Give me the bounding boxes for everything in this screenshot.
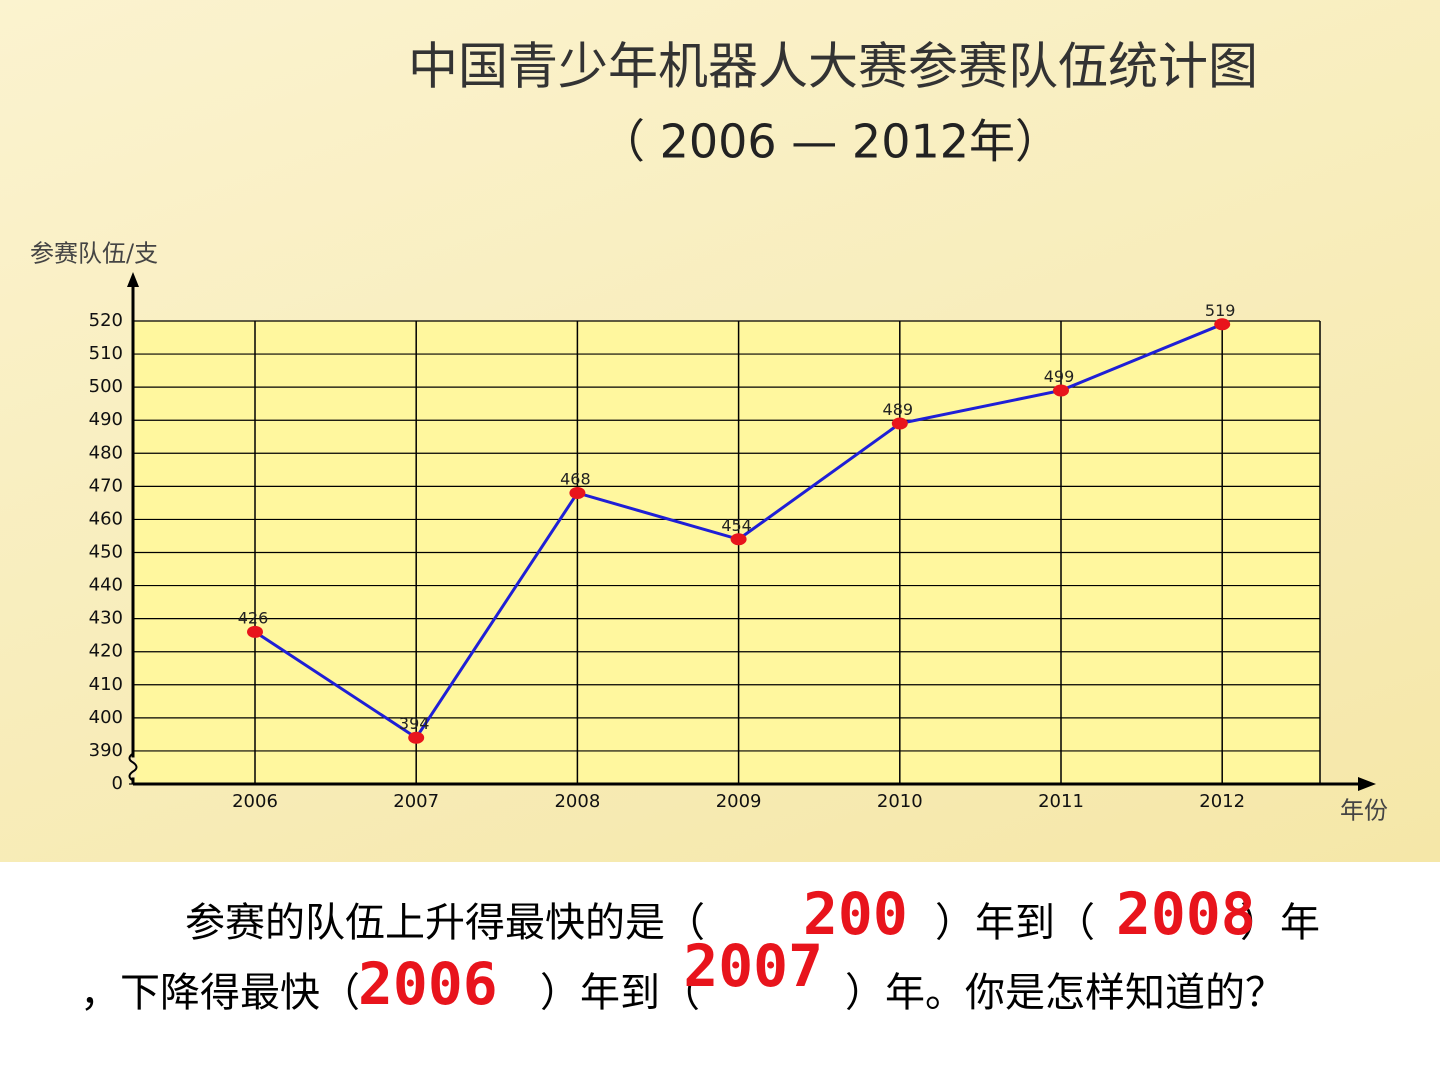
y-tick-label: 480 <box>89 442 123 463</box>
data-label: 489 <box>883 400 914 419</box>
x-tick-label: 2012 <box>1199 791 1245 812</box>
answer: 200 <box>803 880 908 948</box>
x-tick-label: 2010 <box>877 791 923 812</box>
answer: 2008 <box>1116 880 1256 948</box>
x-tick-label: 2009 <box>716 791 762 812</box>
y-tick-label: 400 <box>89 707 123 728</box>
y-tick-label: 420 <box>89 641 123 662</box>
chart-title: 中国青少年机器人大赛参赛队伍统计图 <box>408 38 1258 96</box>
answer: 2006 <box>358 950 498 1018</box>
y-axis-arrow <box>127 272 139 287</box>
x-tick-label: 2008 <box>554 791 600 812</box>
axis-break <box>128 752 138 782</box>
y-tick-label: 450 <box>89 542 123 563</box>
question-text: ）年 <box>1240 900 1320 946</box>
data-point <box>408 731 425 744</box>
data-label: 468 <box>560 469 591 488</box>
question-text: ）年。你是怎样知道的？ <box>845 970 1285 1016</box>
y-tick-label: 410 <box>89 674 123 695</box>
y-tick-label: 500 <box>89 376 123 397</box>
y-tick-label: 510 <box>89 343 123 364</box>
x-tick-label: 2006 <box>232 791 278 812</box>
data-label: 426 <box>238 608 269 627</box>
data-point <box>1053 384 1069 397</box>
x-axis-label: 年份 <box>1340 797 1388 825</box>
answer: 2007 <box>683 932 823 1000</box>
question-text: ）年到（ <box>540 970 700 1016</box>
data-point <box>730 533 747 546</box>
x-tick-label: 2011 <box>1038 791 1084 812</box>
question-text: 参赛的队伍上升得最快的是（ <box>185 900 705 946</box>
x-tick-label: 2007 <box>393 791 439 812</box>
question-text: ，下降得最快（ <box>80 970 360 1016</box>
chart-subtitle: （ 2006 — 2012年） <box>599 115 1061 169</box>
y-tick-label: 0 <box>112 773 123 794</box>
data-label: 499 <box>1044 367 1075 386</box>
data-point <box>247 625 263 638</box>
y-axis-label: 参赛队伍/支 <box>30 240 158 268</box>
data-label: 519 <box>1205 301 1236 320</box>
axis-break-gap <box>130 757 136 778</box>
chart: 中国青少年机器人大赛参赛队伍统计图 （ 2006 — 2012年） 参赛队伍/支… <box>30 38 1388 825</box>
question-text: ）年到（ <box>935 900 1095 946</box>
data-point <box>891 417 908 430</box>
y-tick-label: 430 <box>89 608 123 629</box>
y-tick-label: 390 <box>89 740 123 761</box>
data-label: 454 <box>721 516 752 535</box>
y-tick-label: 440 <box>89 575 123 596</box>
data-label: 394 <box>399 714 430 733</box>
y-tick-label: 490 <box>89 409 123 430</box>
data-point <box>569 486 586 499</box>
y-tick-label: 470 <box>89 475 123 496</box>
x-axis-arrow <box>1358 777 1376 791</box>
y-tick-label: 460 <box>89 508 123 529</box>
data-point <box>1214 318 1231 331</box>
y-tick-label: 520 <box>89 310 123 331</box>
